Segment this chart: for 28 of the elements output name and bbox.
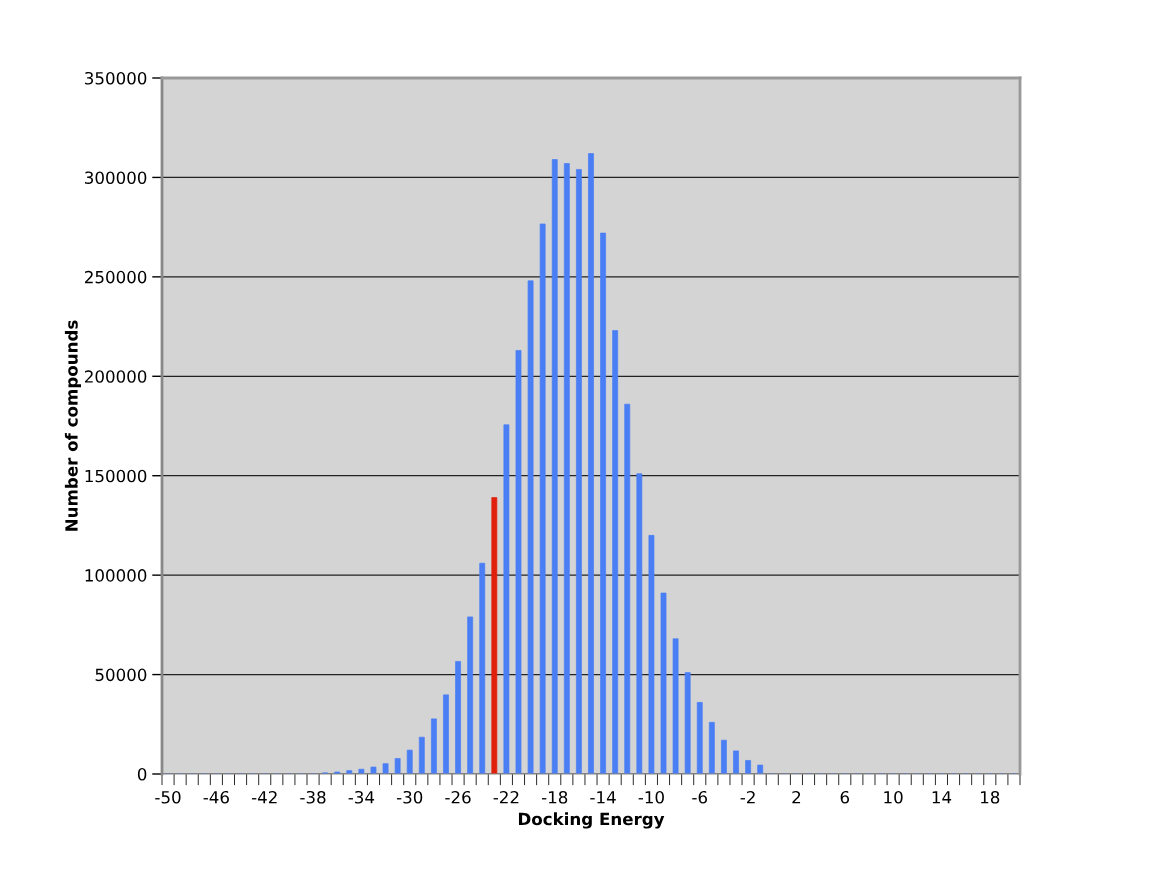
y-tick-label: 350000 (85, 71, 147, 85)
x-tick-label: -30 (396, 790, 423, 804)
x-tick-label: -2 (740, 790, 755, 804)
x-tick-label: 2 (792, 790, 801, 804)
x-tick-label: -26 (445, 790, 471, 804)
y-tick-label: 250000 (85, 270, 147, 284)
y-tick-label: 50000 (95, 668, 147, 682)
x-axis-title: Docking Energy (518, 812, 665, 829)
y-tick-label: 100000 (85, 569, 147, 582)
y-tick-label: 150000 (85, 469, 147, 483)
x-tick-label: -34 (348, 790, 375, 804)
x-tick-label: 6 (840, 790, 850, 804)
x-tick-label: 18 (981, 790, 1000, 804)
x-tick-label: 14 (932, 791, 952, 804)
x-tick-label: -14 (590, 791, 616, 804)
y-tick-label: 0 (137, 767, 147, 781)
x-tick-label: -10 (638, 790, 664, 804)
y-axis-title: Number of compounds (64, 320, 82, 531)
x-tick-label: -42 (251, 790, 277, 804)
x-tick-label: -38 (300, 790, 326, 804)
y-tick-label: 300000 (85, 171, 147, 184)
x-tick-label: -50 (155, 790, 181, 804)
x-tick-label: -22 (493, 790, 519, 804)
x-tick-label: 10 (884, 790, 903, 804)
x-tick-label: -18 (541, 790, 568, 804)
y-tick-label: 200000 (85, 370, 147, 383)
x-tick-label: -6 (692, 790, 708, 804)
x-tick-label: -46 (203, 790, 229, 804)
